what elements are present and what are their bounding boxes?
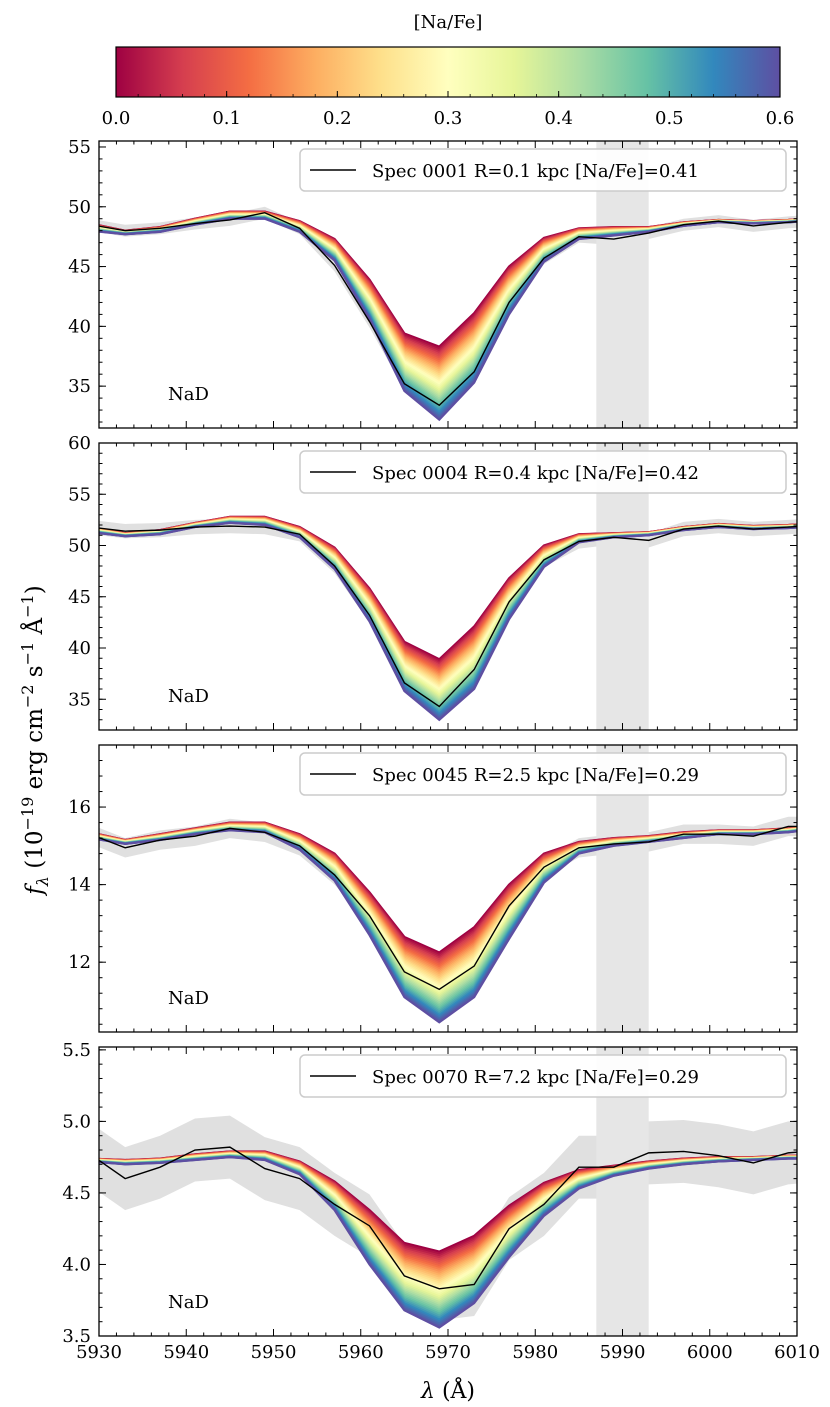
model-line (99, 521, 797, 722)
x-axis-label: λ (Å) (420, 1376, 475, 1404)
y-tick-label: 12 (68, 952, 91, 973)
svg-text:fλ (10−19 erg cm−2 s−1 Å−1): fλ (10−19 erg cm−2 s−1 Å−1) (18, 585, 52, 896)
model-line (99, 516, 797, 670)
observed-spectrum (99, 212, 797, 407)
y-tick-label: 50 (68, 197, 91, 218)
model-line (99, 211, 797, 358)
line-annotation: NaD (168, 988, 209, 1009)
y-tick-label: 55 (68, 484, 91, 505)
panel-3: 12 14 16 Spec 0045 R=2.5 kpc [Na/Fe]=0.29 Na… (68, 744, 798, 1033)
model-line (99, 210, 797, 350)
x-tick-label: 6000 (687, 1342, 733, 1363)
y-tick-label: 40 (68, 316, 91, 337)
line-annotation: NaD (168, 384, 209, 405)
y-tick-label: 45 (68, 257, 91, 278)
panel-4: 5930 5940 5950 5960 5970 5980 5990 6000 6010 3.5 4… (62, 1040, 820, 1363)
y-tick-label: 35 (68, 376, 91, 397)
x-tick-label: 5950 (251, 1342, 297, 1363)
y-tick-label: 16 (68, 797, 91, 818)
legend: Spec 0045 R=2.5 kpc [Na/Fe]=0.29 (299, 752, 787, 796)
line-annotation: NaD (168, 686, 209, 707)
legend: Spec 0070 R=7.2 kpc [Na/Fe]=0.29 (299, 1054, 787, 1098)
panel-2: 35 40 45 50 55 60 Spec 0004 R=0.4 kpc [Na/Fe]=… (68, 433, 798, 731)
legend: Spec 0001 R=0.1 kpc [Na/Fe]=0.41 (299, 148, 787, 192)
x-tick-label: 5980 (512, 1342, 558, 1363)
y-tick-label: 4.0 (62, 1254, 91, 1275)
model-line (99, 1156, 797, 1329)
model-line (99, 211, 797, 360)
x-tick-label: 5960 (338, 1342, 384, 1363)
y-tick-label: 45 (68, 587, 91, 608)
legend-label: Spec 0070 R=7.2 kpc [Na/Fe]=0.29 (372, 1067, 699, 1088)
model-line (99, 516, 797, 666)
y-tick-label: 3.5 (62, 1326, 91, 1347)
y-tick-label: 55 (68, 137, 91, 158)
panels: 35 40 45 50 55 Spec 0001 R=0.1 kpc [Na/Fe]=0.… (62, 137, 820, 1363)
model-line (99, 211, 797, 356)
panel-1: 35 40 45 50 55 Spec 0001 R=0.1 kpc [Na/Fe]=0.… (68, 137, 798, 429)
legend: Spec 0004 R=0.4 kpc [Na/Fe]=0.42 (299, 450, 787, 494)
model-line (99, 515, 797, 663)
colorbar-tick-label: 0.1 (212, 108, 241, 129)
legend-label: Spec 0001 R=0.1 kpc [Na/Fe]=0.41 (372, 161, 699, 182)
model-line (99, 210, 797, 348)
model-line (99, 516, 797, 667)
observed-spectrum (99, 825, 797, 991)
y-tick-label: 5.0 (62, 1111, 91, 1132)
model-line (99, 516, 797, 674)
line-annotation: NaD (168, 1292, 209, 1313)
colorbar-tick-label: 0.0 (102, 108, 131, 129)
colorbar-tick-label: 0.2 (323, 108, 352, 129)
x-tick-label: 5990 (600, 1342, 646, 1363)
legend-box (299, 1054, 787, 1098)
y-axis-label: fλ (10−19 erg cm−2 s−1 Å−1) (18, 585, 52, 896)
legend-box (299, 148, 787, 192)
y-tick-label: 5.5 (62, 1040, 91, 1061)
colorbar-label: [Na/Fe] (414, 12, 483, 33)
x-tick-label: 6010 (774, 1342, 820, 1363)
y-tick-label: 50 (68, 536, 91, 557)
y-tick-label: 14 (68, 875, 91, 896)
model-line (99, 211, 797, 354)
model-line (99, 210, 797, 352)
legend-label: Spec 0004 R=0.4 kpc [Na/Fe]=0.42 (372, 463, 699, 484)
x-tick-label: 5970 (425, 1342, 471, 1363)
model-line (99, 516, 797, 672)
y-tick-label: 35 (68, 689, 91, 710)
model-line (99, 516, 797, 664)
observed-spectrum (99, 525, 797, 708)
y-tick-label: 4.5 (62, 1183, 91, 1204)
y-tick-label: 60 (68, 433, 91, 454)
plot-area (99, 1047, 797, 1336)
legend-box (299, 450, 787, 494)
legend-label: Spec 0045 R=2.5 kpc [Na/Fe]=0.29 (372, 765, 699, 786)
colorbar-tick-label: 0.5 (655, 108, 684, 129)
model-line (99, 515, 797, 661)
model-line (99, 516, 797, 669)
colorbar-tick-label: 0.3 (434, 108, 463, 129)
y-tick-label: 40 (68, 638, 91, 659)
colorbar-ticks: 0.0 0.1 0.2 0.3 0.4 0.5 0.6 (102, 91, 795, 129)
colorbar-tick-label: 0.6 (766, 108, 795, 129)
legend-box (299, 752, 787, 796)
x-tick-label: 5930 (76, 1342, 122, 1363)
observed-spectrum (99, 1146, 797, 1290)
colorbar (115, 46, 781, 98)
colorbar-tick-label: 0.4 (544, 108, 573, 129)
x-tick-label: 5940 (163, 1342, 209, 1363)
plot-area (99, 443, 797, 730)
